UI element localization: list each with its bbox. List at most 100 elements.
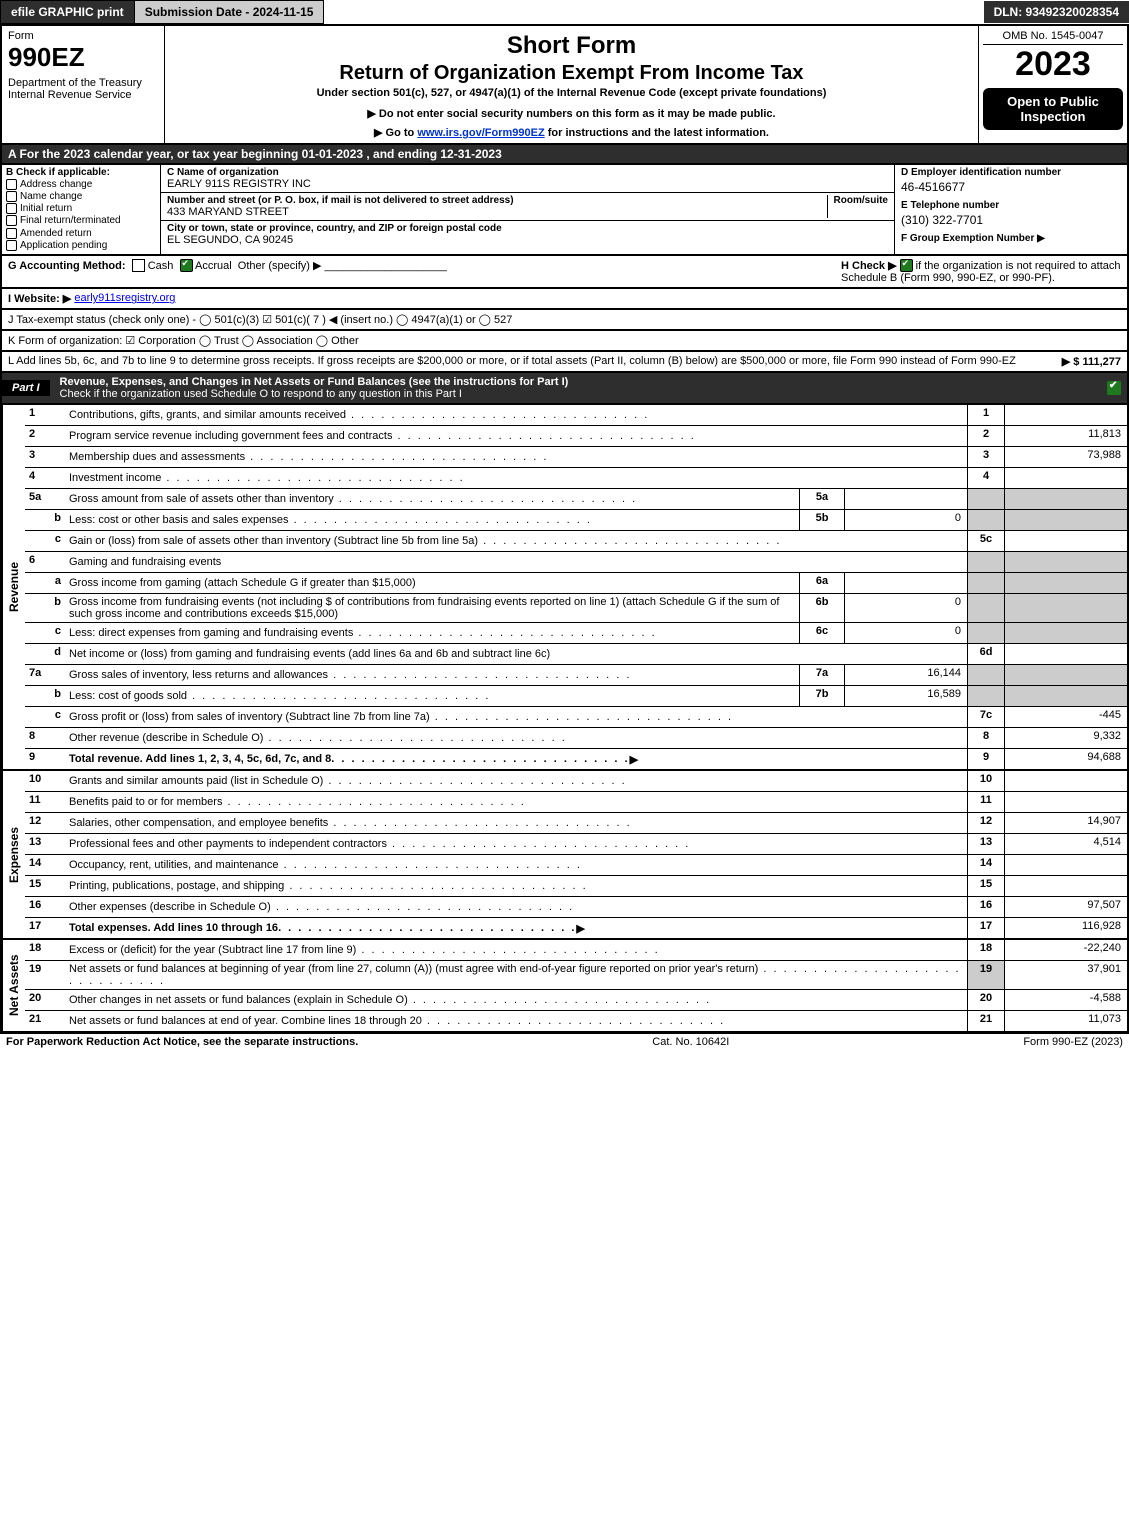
form-title: Short Form: [175, 32, 968, 60]
header-left: Form 990EZ Department of the Treasury In…: [2, 26, 165, 143]
under-section: Under section 501(c), 527, or 4947(a)(1)…: [175, 87, 968, 99]
col-b-checkboxes: B Check if applicable: Address change Na…: [2, 165, 161, 254]
footer-form-ref: Form 990-EZ (2023): [1023, 1036, 1123, 1048]
line-21-amt: 11,073: [1004, 1011, 1127, 1031]
cash-label: Cash: [148, 260, 174, 272]
dln: DLN: 93492320028354: [984, 1, 1129, 23]
line-11-desc: Benefits paid to or for members: [65, 792, 967, 812]
line-18-desc: Excess or (deficit) for the year (Subtra…: [65, 940, 967, 960]
row-j-tax-exempt: J Tax-exempt status (check only one) - ◯…: [0, 310, 1129, 331]
line-16-amt: 97,507: [1004, 897, 1127, 917]
line-6a-desc: Gross income from gaming (attach Schedul…: [65, 573, 799, 593]
line-5b-subval: 0: [844, 510, 967, 530]
cb-cash[interactable]: [132, 259, 145, 272]
cb-final-return[interactable]: Final return/terminated: [6, 215, 156, 226]
line-9-amt: 94,688: [1004, 749, 1127, 769]
ein-value: 46-4516677: [901, 180, 1121, 194]
line-5b-sub: 5b: [799, 510, 844, 530]
footer-cat-no: Cat. No. 10642I: [652, 1036, 729, 1048]
cb-initial-return[interactable]: Initial return: [6, 203, 156, 214]
goto-line: ▶ Go to www.irs.gov/Form990EZ for instru…: [175, 126, 968, 139]
row-i-website: I Website: ▶ early911sregistry.org: [0, 289, 1129, 310]
line-5c-desc: Gain or (loss) from sale of assets other…: [65, 531, 967, 551]
form-label: Form: [8, 30, 158, 42]
line-1-desc: Contributions, gifts, grants, and simila…: [65, 405, 967, 425]
line-7a-sub: 7a: [799, 665, 844, 685]
line-6d-code: 6d: [967, 644, 1004, 664]
accounting-method-label: G Accounting Method:: [8, 260, 126, 272]
line-19-amt: 37,901: [1004, 961, 1127, 989]
line-3-amt: 73,988: [1004, 447, 1127, 467]
col-b-header: B Check if applicable:: [6, 167, 156, 178]
tax-exempt-status: J Tax-exempt status (check only one) - ◯…: [8, 313, 512, 326]
form-number: 990EZ: [8, 42, 158, 73]
line-6b-sub: 6b: [799, 594, 844, 622]
line-7c-desc: Gross profit or (loss) from sales of inv…: [65, 707, 967, 727]
row-gh: G Accounting Method: Cash Accrual Other …: [0, 256, 1129, 290]
line-16-desc: Other expenses (describe in Schedule O): [65, 897, 967, 917]
schedule-o-check[interactable]: [1107, 381, 1121, 395]
cb-accrual[interactable]: [180, 259, 193, 272]
line-8-desc: Other revenue (describe in Schedule O): [65, 728, 967, 748]
cb-schedule-b-not-required[interactable]: [900, 259, 913, 272]
line-6a-sub: 6a: [799, 573, 844, 593]
line-4-code: 4: [967, 468, 1004, 488]
line-3-desc: Membership dues and assessments: [65, 447, 967, 467]
cb-application-pending[interactable]: Application pending: [6, 240, 156, 251]
row-h: H Check ▶ if the organization is not req…: [841, 259, 1121, 285]
addr-label: Number and street (or P. O. box, if mail…: [167, 195, 827, 206]
info-block: B Check if applicable: Address change Na…: [0, 165, 1129, 256]
line-20-code: 20: [967, 990, 1004, 1010]
line-4-desc: Investment income: [65, 468, 967, 488]
efile-print-button[interactable]: efile GRAPHIC print: [0, 0, 135, 24]
line-18-code: 18: [967, 940, 1004, 960]
irs-link[interactable]: www.irs.gov/Form990EZ: [417, 127, 544, 139]
line-2-amt: 11,813: [1004, 426, 1127, 446]
line-17-code: 17: [967, 918, 1004, 938]
line-6c-sub: 6c: [799, 623, 844, 643]
line-6c-subval: 0: [844, 623, 967, 643]
goto-post: for instructions and the latest informat…: [548, 127, 769, 139]
open-to-public: Open to Public Inspection: [983, 88, 1123, 130]
line-16-code: 16: [967, 897, 1004, 917]
form-header: Form 990EZ Department of the Treasury In…: [0, 26, 1129, 145]
org-name-label: C Name of organization: [167, 167, 279, 178]
line-12-desc: Salaries, other compensation, and employ…: [65, 813, 967, 833]
other-label: Other (specify) ▶: [238, 260, 322, 272]
group-exemption-label: F Group Exemption Number ▶: [901, 233, 1121, 244]
line-7a-subval: 16,144: [844, 665, 967, 685]
line-15-amt: [1004, 876, 1127, 896]
col-c-org-info: C Name of organization EARLY 911S REGIST…: [161, 165, 895, 254]
line-6d-desc: Net income or (loss) from gaming and fun…: [65, 644, 967, 664]
footer-left: For Paperwork Reduction Act Notice, see …: [6, 1036, 358, 1048]
line-6c-desc: Less: direct expenses from gaming and fu…: [65, 623, 799, 643]
line-9-desc: Total revenue. Add lines 1, 2, 3, 4, 5c,…: [65, 749, 967, 769]
line-10-code: 10: [967, 771, 1004, 791]
website-link[interactable]: early911sregistry.org: [74, 292, 175, 304]
cb-amended-return[interactable]: Amended return: [6, 228, 156, 239]
accrual-label: Accrual: [195, 260, 232, 272]
part-1-label: Part I: [2, 380, 50, 396]
ein-label: D Employer identification number: [901, 167, 1121, 178]
cb-name-change[interactable]: Name change: [6, 191, 156, 202]
line-15-code: 15: [967, 876, 1004, 896]
line-7c-amt: -445: [1004, 707, 1127, 727]
line-21-code: 21: [967, 1011, 1004, 1031]
org-city: EL SEGUNDO, CA 90245: [167, 234, 293, 246]
line-19-code: 19: [967, 961, 1004, 989]
line-14-code: 14: [967, 855, 1004, 875]
cb-address-change[interactable]: Address change: [6, 179, 156, 190]
line-14-desc: Occupancy, rent, utilities, and maintena…: [65, 855, 967, 875]
line-6d-amt: [1004, 644, 1127, 664]
form-subtitle: Return of Organization Exempt From Incom…: [175, 62, 968, 85]
row-a-tax-year: A For the 2023 calendar year, or tax yea…: [0, 145, 1129, 165]
line-13-amt: 4,514: [1004, 834, 1127, 854]
line-9-code: 9: [967, 749, 1004, 769]
line-20-amt: -4,588: [1004, 990, 1127, 1010]
line-17-desc: Total expenses. Add lines 10 through 16: [65, 918, 967, 938]
room-label: Room/suite: [834, 195, 888, 206]
row-l-amount: ▶ $ 111,277: [1062, 355, 1121, 368]
org-name: EARLY 911S REGISTRY INC: [167, 178, 311, 190]
part-1-sub: Check if the organization used Schedule …: [60, 388, 462, 400]
line-7a-desc: Gross sales of inventory, less returns a…: [65, 665, 799, 685]
